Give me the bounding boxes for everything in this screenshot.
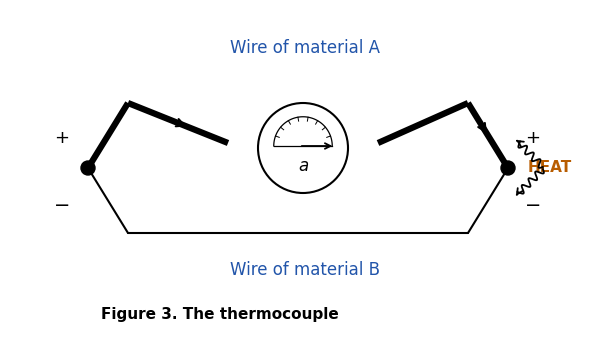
Text: −: − xyxy=(54,195,70,215)
Circle shape xyxy=(81,161,95,175)
Text: HEAT: HEAT xyxy=(528,161,573,175)
Text: +: + xyxy=(54,129,70,147)
Text: a: a xyxy=(298,157,308,175)
Text: Wire of material A: Wire of material A xyxy=(230,39,380,57)
Circle shape xyxy=(258,103,348,193)
Circle shape xyxy=(501,161,515,175)
Text: −: − xyxy=(525,195,541,215)
Text: Wire of material B: Wire of material B xyxy=(230,261,380,279)
Text: +: + xyxy=(525,129,541,147)
Text: Figure 3. The thermocouple: Figure 3. The thermocouple xyxy=(101,308,339,322)
